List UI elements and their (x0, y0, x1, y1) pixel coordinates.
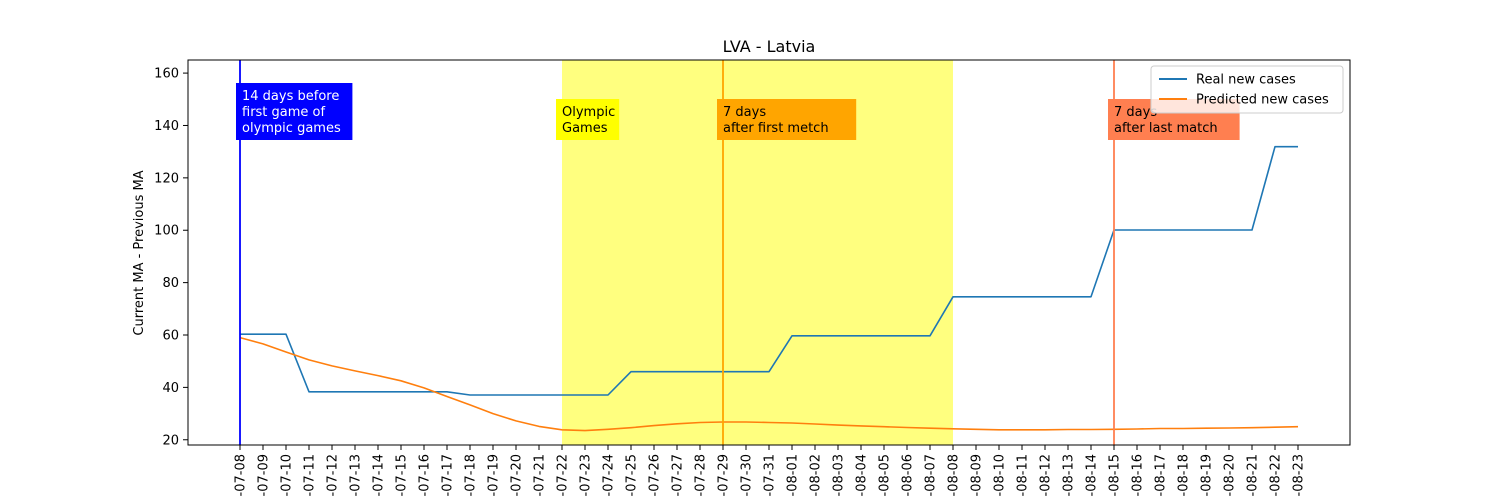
legend: Real new cases Predicted new cases (1150, 65, 1344, 114)
x-tick-label: -08-01 (786, 454, 801, 496)
x-tick-label: -07-10 (280, 454, 295, 496)
x-tick-label: -07-11 (303, 454, 318, 496)
x-tick-label: -07-27 (671, 454, 686, 496)
x-tick-label: -07-13 (349, 454, 364, 496)
x-tick-label: -08-12 (1039, 454, 1054, 496)
annotation-text: Olympic (562, 105, 615, 120)
x-tick-label: -07-09 (257, 454, 272, 496)
x-tick-label: -08-20 (1223, 454, 1238, 496)
annotation-text: after last match (1114, 121, 1218, 136)
annotation-text: 14 days before (242, 89, 339, 104)
x-tick-label: -07-21 (533, 454, 548, 496)
y-tick-label: 160 (154, 67, 179, 82)
legend-box (1150, 65, 1344, 114)
x-tick-label: -08-07 (924, 454, 939, 496)
y-tick-label: 120 (154, 171, 179, 186)
x-tick-label: -07-31 (763, 454, 778, 496)
x-tick-label: -08-17 (1154, 454, 1169, 496)
x-tick-label: -07-18 (464, 454, 479, 496)
x-tick-label: -07-14 (372, 454, 387, 496)
annotation-text: Games (562, 121, 608, 136)
annotation-text: after first metch (723, 121, 829, 136)
x-tick-label: -08-05 (878, 454, 893, 496)
x-tick-label: -07-08 (234, 454, 249, 496)
x-tick-label: -07-12 (326, 454, 341, 496)
y-tick-label: 20 (162, 433, 179, 448)
x-tick-label: -07-22 (556, 454, 571, 496)
x-tick-label: -08-19 (1200, 454, 1215, 496)
x-tick-label: -08-11 (1016, 454, 1031, 496)
predicted-cases-line (239, 336, 1299, 432)
y-tick-label: 100 (154, 224, 179, 239)
y-tick-label: 140 (154, 119, 179, 134)
annotation-text: olympic games (242, 121, 341, 136)
x-tick-label: -08-06 (901, 454, 916, 496)
y-axis: 20 40 60 80 100 120 140 160 (154, 67, 188, 448)
annotation-box (236, 83, 353, 140)
annotation-text: 7 days (723, 105, 766, 120)
annotation-text: 7 days (1114, 105, 1157, 120)
x-tick-label: -08-10 (993, 454, 1008, 496)
x-tick-label: -07-24 (602, 454, 617, 496)
x-tick-label: -08-09 (970, 454, 985, 496)
x-tick-label: -07-19 (487, 454, 502, 496)
x-tick-label: -08-16 (1131, 454, 1146, 496)
x-tick-label: -07-17 (441, 454, 456, 496)
y-tick-label: 80 (162, 276, 179, 291)
annotation-box (717, 99, 857, 140)
x-tick-label: -08-13 (1062, 454, 1077, 496)
x-tick-label: -08-03 (832, 454, 847, 496)
x-tick-label: -07-29 (717, 454, 732, 496)
annotation-box (556, 99, 620, 140)
legend-label: Predicted new cases (1196, 93, 1329, 108)
x-tick-label: -07-28 (694, 454, 709, 496)
series-lines (239, 145, 1299, 432)
x-tick-label: -08-04 (855, 454, 870, 496)
y-axis-label: Current MA - Previous MA (132, 170, 147, 335)
y-tick-label: 40 (162, 381, 179, 396)
x-tick-label: -08-18 (1177, 454, 1192, 496)
x-tick-label: -07-20 (510, 454, 525, 496)
x-tick-label: -08-15 (1108, 454, 1123, 496)
x-axis: -07-08 -07-09 -07-10 -07-11 -07-12 -07-13 -07-… (234, 445, 1307, 496)
x-tick-label: -07-23 (579, 454, 594, 496)
chart-title: LVA - Latvia (723, 37, 816, 56)
legend-label: Real new cases (1196, 73, 1296, 88)
y-tick-label: 60 (162, 329, 179, 344)
real-cases-line (240, 145, 1298, 396)
x-tick-label: -07-25 (625, 454, 640, 496)
annotation-text: first game of (242, 105, 326, 120)
x-tick-label: -07-30 (740, 454, 755, 496)
x-tick-label: -07-15 (395, 454, 410, 496)
x-tick-label: -08-23 (1292, 454, 1307, 496)
x-tick-label: -08-21 (1246, 454, 1261, 496)
x-tick-label: -08-14 (1085, 454, 1100, 496)
x-tick-label: -08-02 (809, 454, 824, 496)
x-tick-label: -07-26 (648, 454, 663, 496)
x-tick-label: -08-22 (1269, 454, 1284, 496)
x-tick-label: -08-08 (947, 454, 962, 496)
x-tick-label: -07-16 (418, 454, 433, 496)
